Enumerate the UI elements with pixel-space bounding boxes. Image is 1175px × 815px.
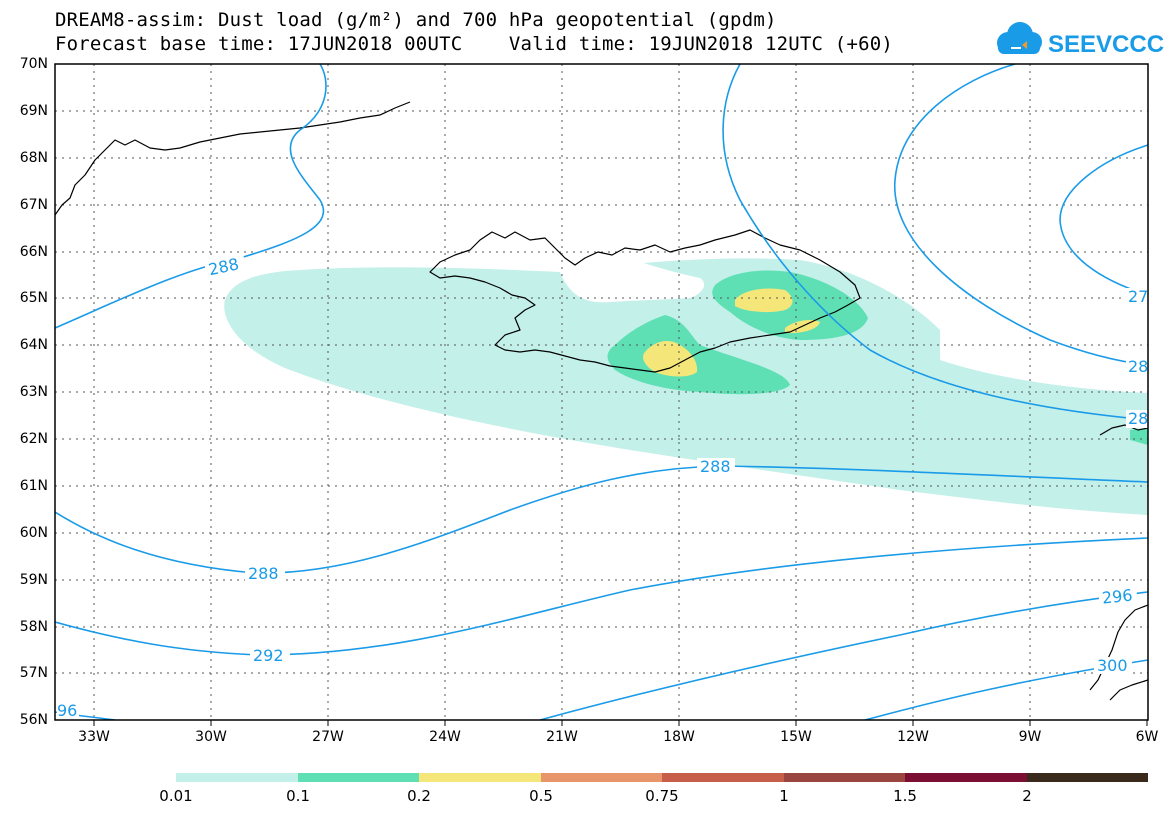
map-frame (54, 63, 1149, 721)
contour-label-28: 28 (1128, 409, 1148, 428)
map-title-line1: DREAM8-assim: Dust load (g/m²) and 700 h… (55, 9, 777, 31)
colorbar-segment (298, 773, 419, 782)
lon-label: 6W (1135, 729, 1159, 745)
colorbar-segment (1027, 773, 1148, 782)
colorbar-segment (176, 773, 298, 782)
lon-label: 15W (780, 729, 812, 745)
contour-label-27: 27 (1128, 287, 1148, 306)
lon-label: 30W (195, 729, 227, 745)
contour-label-288: 288 (700, 457, 731, 476)
dust-region-mid (607, 315, 790, 395)
colorbar-label: 0.75 (645, 787, 679, 805)
lat-label: 59N (19, 572, 48, 588)
lat-label: 68N (19, 150, 48, 166)
logo-text: SEEVCCC (1048, 31, 1164, 58)
colorbar-label: 0.2 (407, 787, 431, 805)
colorbar-segment (541, 773, 662, 782)
colorbar-label: 1 (779, 787, 789, 805)
lat-label: 64N (19, 337, 48, 353)
lat-label: 62N (19, 431, 48, 447)
cloud-icon (997, 22, 1042, 54)
colorbar-segment (905, 773, 1027, 782)
contour-label-28: 28 (1128, 357, 1148, 376)
colorbar-label: 0.01 (159, 787, 193, 805)
lat-label: 60N (19, 525, 48, 541)
lon-label: 21W (546, 729, 578, 745)
dust-region-high (735, 288, 793, 313)
contour-label-300: 300 (1097, 656, 1128, 675)
lat-label: 58N (19, 619, 48, 635)
colorbar-segment (784, 773, 905, 782)
lat-label: 56N (19, 712, 48, 728)
colorbar-label: 1.5 (893, 787, 917, 805)
dust-free-area (560, 260, 705, 303)
contour-label-288: 288 (248, 564, 279, 583)
colorbar (176, 773, 1148, 782)
lon-label: 33W (78, 729, 110, 745)
lon-label: 18W (663, 729, 695, 745)
lon-label: 9W (1018, 729, 1042, 745)
contour-labels: 288 288 288 292 96 296 300 27 28 28 (57, 252, 1148, 720)
map-title-line2: Forecast base time: 17JUN2018 00UTC Vali… (55, 33, 894, 55)
axis-ticks (93, 720, 1148, 726)
colorbar-label: 0.5 (529, 787, 553, 805)
colorbar-label: 0.1 (286, 787, 310, 805)
lat-label: 65N (19, 290, 48, 306)
dust-region-mid (1130, 428, 1148, 445)
lon-label: 24W (429, 729, 461, 745)
lon-label: 27W (312, 729, 344, 745)
contour-label-292: 292 (253, 646, 284, 665)
contour-label-288: 288 (207, 254, 241, 279)
colorbar-segment (419, 773, 541, 782)
lat-label: 70N (19, 56, 48, 72)
contour-label-296: 296 (1101, 586, 1133, 608)
contour-label-296: 96 (57, 701, 77, 720)
seevccc-logo: SEEVCCC (997, 22, 1164, 58)
lat-label: 63N (19, 384, 48, 400)
lat-label: 67N (19, 197, 48, 213)
dust-region-high (643, 340, 698, 377)
colorbar-label: 2 (1022, 787, 1032, 805)
lon-label: 12W (897, 729, 929, 745)
lat-label: 61N (19, 478, 48, 494)
lat-label: 57N (19, 665, 48, 681)
colorbar-segment (662, 773, 784, 782)
lat-label: 66N (19, 244, 48, 260)
graticule (55, 64, 1148, 720)
lat-label: 69N (19, 103, 48, 119)
coastline (55, 101, 1148, 701)
